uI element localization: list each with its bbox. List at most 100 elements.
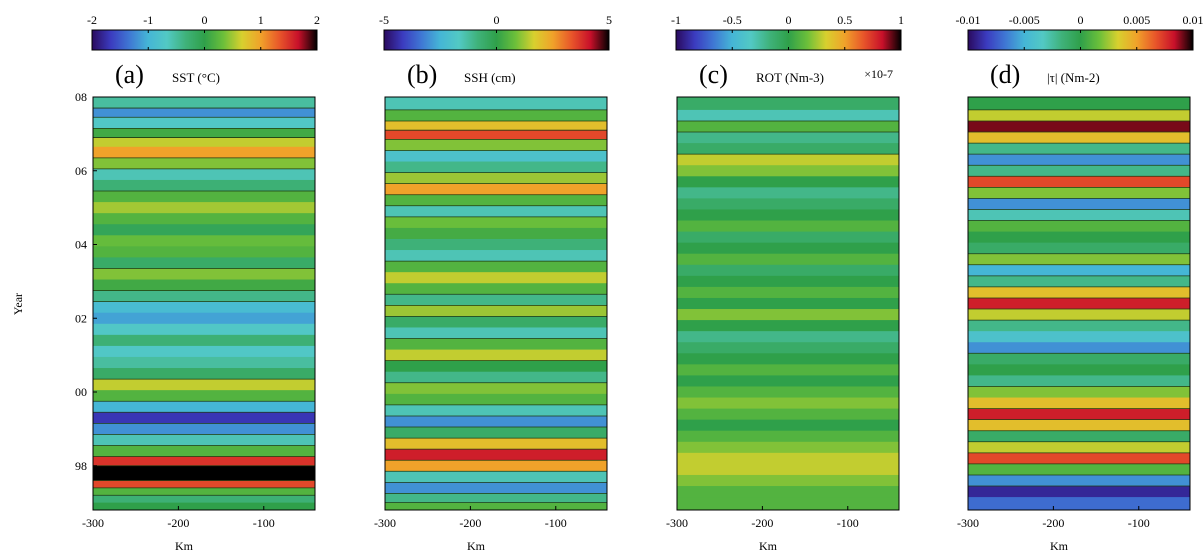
ssh-heatmap-band bbox=[385, 183, 607, 196]
tau-heatmap-band bbox=[968, 220, 1190, 233]
sst-heatmap bbox=[93, 97, 315, 510]
tau-heatmap-band bbox=[968, 353, 1190, 365]
rot-heatmap-band bbox=[677, 275, 899, 288]
sst-y-tick-label: 04 bbox=[75, 238, 87, 252]
rot-heatmap-band bbox=[677, 320, 899, 332]
sst-heatmap-band bbox=[93, 368, 315, 380]
tau-heatmap-band bbox=[968, 486, 1190, 498]
sst-heatmap-band bbox=[93, 480, 315, 489]
rot-heatmap-band bbox=[677, 176, 899, 188]
sst-axes-frame bbox=[92, 96, 316, 511]
rot-heatmap-band bbox=[677, 342, 899, 354]
rot-heatmap-band bbox=[677, 419, 899, 432]
tau-heatmap-band bbox=[968, 120, 1190, 133]
tau-title: |τ| (Nm-2) bbox=[1047, 70, 1100, 85]
sst-x-tick-label: -300 bbox=[82, 516, 104, 530]
rot-x-tick-label: -100 bbox=[837, 516, 859, 530]
sst-heatmap-band bbox=[93, 301, 315, 314]
sst-heatmap-band bbox=[93, 445, 315, 458]
ssh-heatmap-band bbox=[385, 161, 607, 174]
rot-heatmap-band bbox=[677, 165, 899, 177]
tau-heatmap-band bbox=[968, 132, 1190, 144]
ssh-heatmap-band bbox=[385, 294, 607, 306]
rot-colorbar-tick-label: 1 bbox=[898, 13, 904, 27]
ssh-colorbar-tick-label: 0 bbox=[494, 13, 500, 27]
ssh-heatmap-band bbox=[385, 261, 607, 273]
rot-heatmap-band bbox=[677, 154, 899, 166]
rot-heatmap-band bbox=[677, 375, 899, 388]
rot-heatmap-band bbox=[677, 132, 899, 144]
tau-heatmap-band bbox=[968, 154, 1190, 166]
sst-heatmap-band bbox=[93, 202, 315, 214]
sst-heatmap-band bbox=[93, 456, 315, 467]
ssh-heatmap-band bbox=[385, 415, 607, 428]
ssh-heatmap-band bbox=[385, 327, 607, 340]
ssh-panel-label: (b) bbox=[407, 60, 437, 89]
sst-panel-label: (a) bbox=[115, 60, 144, 89]
tau-x-tick-label: -200 bbox=[1042, 516, 1064, 530]
panel-ssh: -5 0 5 (b) SSH (cm) -300 -200 -100 Km bbox=[374, 13, 612, 553]
rot-heatmap-band bbox=[677, 397, 899, 410]
tau-heatmap-band bbox=[968, 297, 1190, 310]
ssh-heatmap-band bbox=[385, 120, 607, 131]
sst-heatmap-band bbox=[93, 502, 315, 510]
ssh-heatmap bbox=[385, 97, 607, 510]
y-axis-label: Year bbox=[11, 293, 25, 315]
sst-title: SST (°C) bbox=[172, 70, 220, 85]
sst-heatmap-band bbox=[93, 137, 315, 148]
tau-heatmap-band bbox=[968, 441, 1190, 454]
tau-heatmap-band bbox=[968, 97, 1190, 111]
sst-x-tick-label: -200 bbox=[167, 516, 189, 530]
tau-heatmap-band bbox=[968, 342, 1190, 354]
ssh-heatmap-band bbox=[385, 97, 607, 111]
tau-heatmap-band bbox=[968, 463, 1190, 476]
tau-heatmap-band bbox=[968, 364, 1190, 377]
panel-tau: -0.01 -0.005 0 0.005 0.01 (d) |τ| (Nm-2) -300 -2… bbox=[956, 13, 1204, 553]
ssh-heatmap-band bbox=[385, 471, 607, 483]
ssh-heatmap-band bbox=[385, 371, 607, 384]
tau-heatmap-band bbox=[968, 242, 1190, 255]
ssh-heatmap-band bbox=[385, 349, 607, 362]
ssh-heatmap-band bbox=[385, 227, 607, 240]
rot-heatmap-band bbox=[677, 264, 899, 277]
rot-heatmap-band bbox=[677, 497, 899, 510]
sst-heatmap-band bbox=[93, 268, 315, 281]
tau-colorbar-tick-label: 0.005 bbox=[1123, 13, 1150, 27]
rot-colorbar-exponent: ×10-7 bbox=[864, 67, 893, 81]
rot-colorbar-tick-label: 0.5 bbox=[837, 13, 852, 27]
ssh-x-tick-label: -300 bbox=[374, 516, 396, 530]
sst-y-tick-label: 98 bbox=[75, 459, 87, 473]
tau-heatmap-band bbox=[968, 419, 1190, 432]
rot-x-axis-label: Km bbox=[759, 539, 778, 553]
rot-heatmap-band bbox=[677, 220, 899, 233]
ssh-heatmap-band bbox=[385, 460, 607, 472]
rot-heatmap-band bbox=[677, 452, 899, 465]
sst-y-tick-label: 08 bbox=[75, 90, 87, 104]
tau-colorbar-tick-label: 0 bbox=[1078, 13, 1084, 27]
sst-colorbar-tick-label: 2 bbox=[314, 13, 320, 27]
sst-heatmap-band bbox=[93, 179, 315, 192]
tau-heatmap-band bbox=[968, 320, 1190, 332]
sst-heatmap-band bbox=[93, 157, 315, 170]
tau-heatmap-band bbox=[968, 452, 1190, 465]
tau-heatmap-band bbox=[968, 474, 1190, 487]
rot-panel-label: (c) bbox=[699, 60, 728, 89]
rot-heatmap-band bbox=[677, 143, 899, 155]
sst-heatmap-band bbox=[93, 168, 315, 181]
ssh-x-tick-label: -100 bbox=[545, 516, 567, 530]
sst-heatmap-band bbox=[93, 487, 315, 496]
rot-heatmap-band bbox=[677, 297, 899, 310]
tau-heatmap-band bbox=[968, 497, 1190, 510]
tau-x-tick-label: -300 bbox=[957, 516, 979, 530]
tau-axes-frame bbox=[967, 96, 1191, 511]
sst-y-tick-label: 02 bbox=[75, 311, 87, 325]
panel-rot: -1 -0.5 0 0.5 1 (c) ROT (Nm-3) ×10-7 -300 -200 -10… bbox=[666, 13, 904, 553]
ssh-heatmap-band bbox=[385, 493, 607, 504]
ssh-x-axis-label: Km bbox=[467, 539, 486, 553]
sst-heatmap-band bbox=[93, 128, 315, 139]
tau-heatmap-band bbox=[968, 386, 1190, 399]
sst-heatmap-band bbox=[93, 213, 315, 225]
rot-x-tick-label: -300 bbox=[666, 516, 688, 530]
sst-x-axis-label: Km bbox=[175, 539, 194, 553]
